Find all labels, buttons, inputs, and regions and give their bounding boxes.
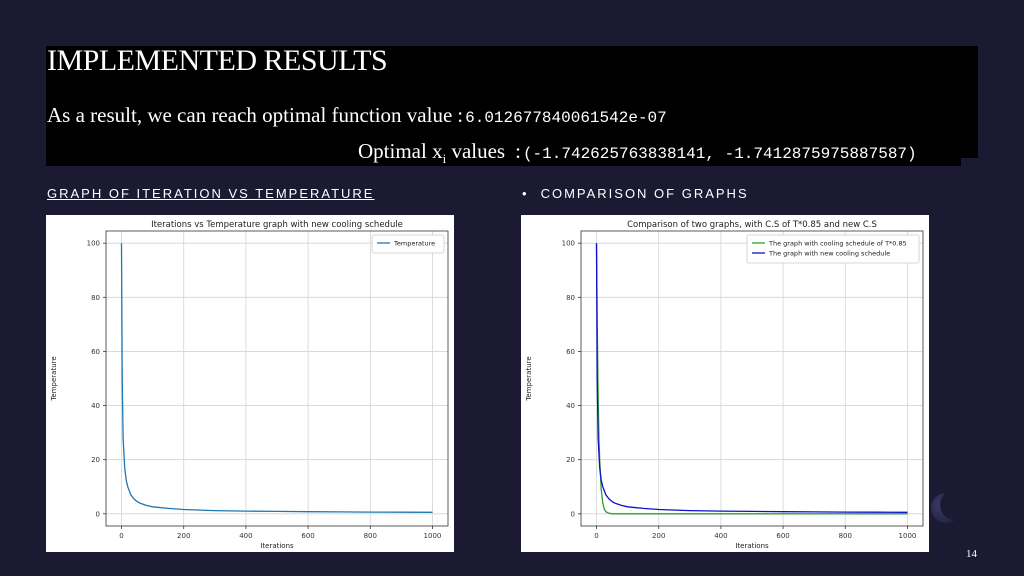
legend-label: The graph with cooling schedule of T*0.8… — [768, 239, 907, 247]
chart-comparison: Comparison of two graphs, with C.S of T*… — [525, 220, 924, 550]
y-tick-label: 80 — [91, 294, 100, 302]
chart-comparison-panel: Comparison of two graphs, with C.S of T*… — [521, 215, 929, 552]
page-number: 14 — [966, 548, 977, 560]
legend-box — [746, 234, 920, 264]
legend-label: Temperature — [393, 239, 435, 247]
chart-title: Iterations vs Temperature graph with new… — [151, 220, 403, 230]
x-tick-label: 800 — [839, 532, 852, 540]
x-tick-label: 600 — [301, 532, 314, 540]
slide-title: IMPLEMENTED RESULTS — [47, 44, 388, 77]
series-line-1 — [595, 243, 908, 515]
x-tick-label: 0 — [594, 532, 598, 540]
optimal-value: (-1.742625763838141, -1.7412875975887587… — [522, 145, 917, 163]
y-tick-label: 0 — [571, 510, 575, 518]
x-tick-label: 1000 — [899, 532, 917, 540]
x-tick-label: 200 — [177, 532, 190, 540]
header-background-extension — [46, 137, 961, 166]
x-tick-label: 1000 — [424, 532, 442, 540]
optimal-colon: : — [515, 139, 521, 163]
y-tick-label: 80 — [566, 294, 575, 302]
x-axis-label: Iterations — [260, 542, 294, 550]
series-line-1 — [120, 243, 433, 513]
optimal-label-tail: values — [446, 139, 506, 163]
bullet-icon: • — [522, 186, 529, 201]
plot-frame — [580, 230, 924, 527]
x-tick-label: 800 — [364, 532, 377, 540]
moon-decoration — [931, 493, 961, 523]
chart-temperature-panel: Iterations vs Temperature graph with new… — [46, 215, 454, 552]
optimal-label-subscript: i — [442, 151, 447, 167]
y-tick-label: 20 — [91, 456, 100, 464]
legend-box — [371, 234, 445, 254]
plot-frame — [105, 230, 449, 527]
chart-title: Comparison of two graphs, with C.S of T*… — [627, 220, 877, 230]
y-axis-label: Temperature — [50, 356, 58, 401]
x-tick-label: 400 — [239, 532, 252, 540]
y-tick-label: 60 — [566, 348, 575, 356]
result-text: As a result, we can reach optimal functi… — [47, 103, 453, 127]
series-line-2 — [595, 243, 908, 513]
right-section-heading: • COMPARISON OF GRAPHS — [522, 186, 749, 201]
y-tick-label: 60 — [91, 348, 100, 356]
x-tick-label: 600 — [776, 532, 789, 540]
x-tick-label: 200 — [652, 532, 665, 540]
x-axis-label: Iterations — [735, 542, 769, 550]
result-value: 6.012677840061542e-07 — [465, 109, 667, 127]
y-tick-label: 40 — [566, 402, 575, 410]
x-tick-label: 400 — [714, 532, 727, 540]
y-axis-label: Temperature — [525, 356, 533, 401]
left-section-heading: GRAPH OF ITERATION VS TEMPERATURE — [47, 186, 375, 201]
result-colon: : — [457, 103, 464, 127]
chart-temperature: Iterations vs Temperature graph with new… — [50, 220, 449, 550]
y-tick-label: 0 — [96, 510, 100, 518]
y-tick-label: 20 — [566, 456, 575, 464]
optimal-x-line: Optimal xi values: (-1.742625763838141, -… — [358, 139, 917, 167]
y-tick-label: 100 — [87, 240, 100, 248]
optimal-label: Optimal x — [358, 139, 443, 163]
y-tick-label: 40 — [91, 402, 100, 410]
y-tick-label: 100 — [562, 240, 575, 248]
result-line: As a result, we can reach optimal functi… — [47, 103, 667, 128]
right-heading-text: COMPARISON OF GRAPHS — [540, 186, 749, 201]
x-tick-label: 0 — [119, 532, 123, 540]
legend-label: The graph with new cooling schedule — [768, 249, 890, 257]
